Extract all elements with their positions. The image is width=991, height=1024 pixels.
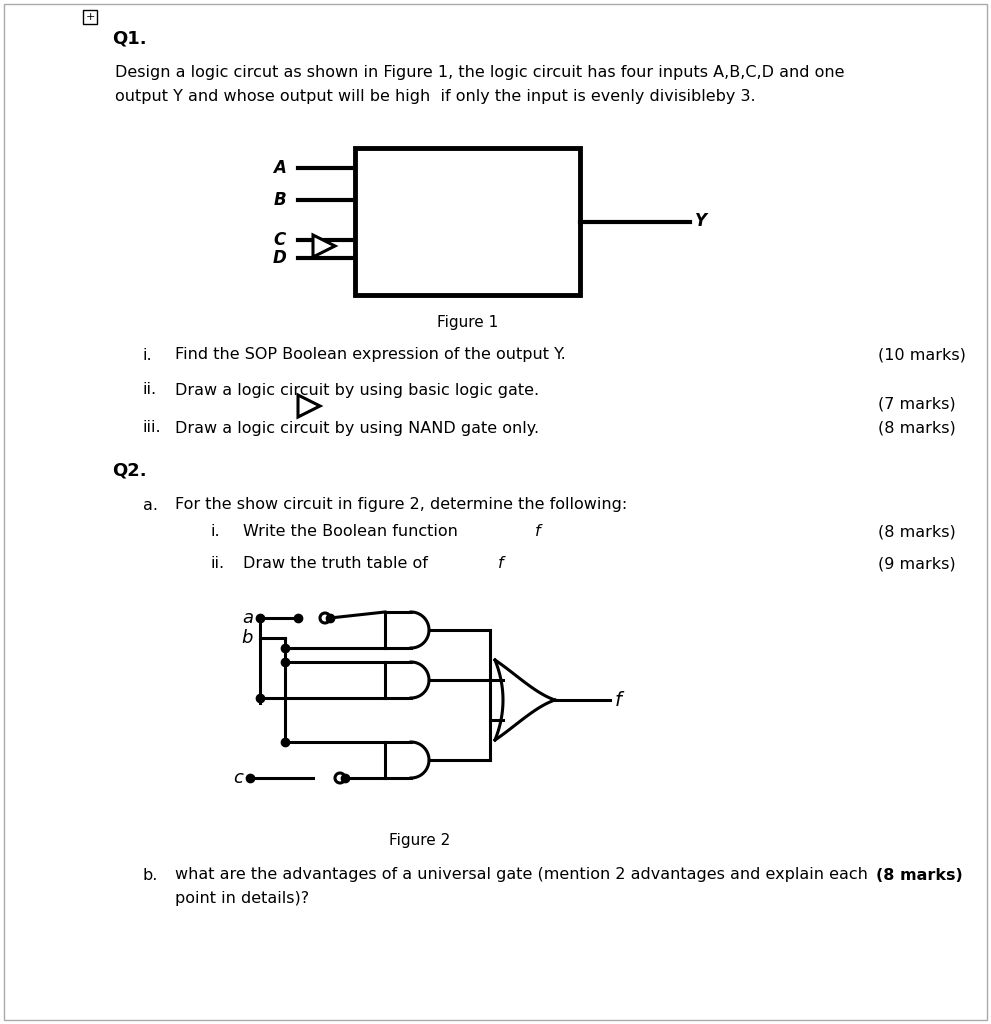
Text: f: f	[498, 556, 503, 571]
Text: b.: b.	[143, 867, 159, 883]
Text: Find the SOP Boolean expression of the output Y.: Find the SOP Boolean expression of the o…	[175, 347, 566, 362]
Text: point in details)?: point in details)?	[175, 891, 309, 905]
Text: +: +	[85, 12, 95, 22]
Text: (8 marks): (8 marks)	[876, 867, 962, 883]
Text: (8 marks): (8 marks)	[878, 524, 955, 540]
Text: b: b	[242, 629, 253, 647]
Text: i.: i.	[210, 524, 220, 540]
Text: what are the advantages of a universal gate (mention 2 advantages and explain ea: what are the advantages of a universal g…	[175, 867, 868, 883]
Polygon shape	[313, 234, 335, 257]
Text: Q1.: Q1.	[112, 29, 147, 47]
Text: Design a logic circut as shown in Figure 1, the logic circuit has four inputs A,: Design a logic circut as shown in Figure…	[115, 65, 844, 80]
Text: Draw a logic circuit by using basic logic gate.: Draw a logic circuit by using basic logi…	[175, 383, 539, 397]
Text: iii.: iii.	[143, 421, 162, 435]
Text: Figure 1: Figure 1	[437, 314, 498, 330]
Text: Draw the truth table of: Draw the truth table of	[243, 556, 433, 571]
Text: ii.: ii.	[210, 556, 224, 571]
Text: ii.: ii.	[143, 383, 158, 397]
Text: c: c	[233, 769, 243, 787]
Text: For the show circuit in figure 2, determine the following:: For the show circuit in figure 2, determ…	[175, 498, 627, 512]
Text: f: f	[615, 690, 622, 710]
Text: (10 marks): (10 marks)	[878, 347, 966, 362]
Text: (9 marks): (9 marks)	[878, 556, 955, 571]
Text: A: A	[274, 159, 286, 177]
Text: Write the Boolean function: Write the Boolean function	[243, 524, 463, 540]
Text: D: D	[273, 249, 286, 267]
Text: Y: Y	[695, 213, 707, 230]
Text: Q2.: Q2.	[112, 461, 147, 479]
Text: (7 marks): (7 marks)	[878, 396, 955, 412]
FancyBboxPatch shape	[4, 4, 987, 1020]
Text: Draw a logic circuit by using NAND gate only.: Draw a logic circuit by using NAND gate …	[175, 421, 539, 435]
Text: C: C	[274, 231, 286, 249]
Bar	[355, 148, 580, 295]
Text: (8 marks): (8 marks)	[878, 421, 955, 435]
Text: B: B	[274, 191, 286, 209]
Polygon shape	[298, 395, 320, 417]
Text: f: f	[535, 524, 541, 540]
Text: a.: a.	[143, 498, 158, 512]
Text: output Y and whose output will be high  if only the input is evenly divisibleby : output Y and whose output will be high i…	[115, 88, 755, 103]
Text: i.: i.	[143, 347, 153, 362]
Text: a: a	[242, 609, 253, 627]
Bar	[83, 10, 97, 24]
Text: Figure 2: Figure 2	[389, 833, 451, 848]
